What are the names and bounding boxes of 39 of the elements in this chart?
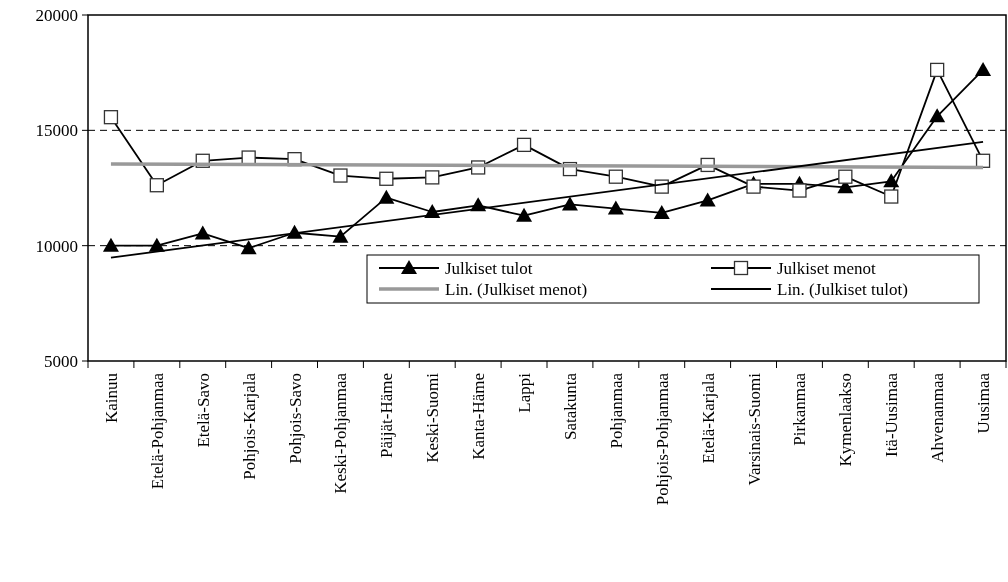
x-tick-label: Pohjois-Pohjanmaa [652, 372, 672, 506]
point [516, 207, 533, 222]
x-tick-label: Pirkanmaa [790, 372, 810, 446]
x-tick-label: Päijät-Häme [377, 373, 397, 458]
legend-label: Lin. (Julkiset tulot) [777, 279, 908, 299]
point [102, 237, 119, 252]
y-tick-label: 15000 [35, 121, 78, 141]
point [699, 192, 716, 207]
point [332, 228, 349, 243]
point [240, 240, 257, 255]
point [194, 225, 211, 240]
y-tick-label: 20000 [35, 5, 78, 25]
x-tick-label: Kainuu [101, 372, 121, 424]
y-tick-label: 5000 [44, 351, 78, 371]
point [607, 200, 624, 215]
x-tick-label: Lappi [515, 372, 535, 413]
x-tick-label: Keski-Pohjanmaa [331, 372, 351, 494]
point [378, 189, 395, 204]
x-tick-label: Satakunta [560, 372, 580, 441]
y-tick-label: 10000 [35, 236, 78, 256]
x-tick-label: Kanta-Häme [469, 373, 489, 460]
x-tick-label: Pohjois-Savo [285, 373, 305, 464]
x-tick-label: Itä-Uusimaa [882, 372, 902, 458]
x-tick-label: Etelä-Karjala [698, 372, 718, 464]
x-tick-label: Pohjanmaa [606, 372, 626, 449]
legend-label: Julkiset tulot [445, 258, 533, 278]
point [929, 108, 946, 123]
x-tick-label: Etelä-Pohjanmaa [147, 372, 167, 490]
x-tick-label: Uusimaa [974, 372, 994, 434]
x-tick-label: Varsinais-Suomi [744, 372, 764, 486]
x-tick-label: Ahvenanmaa [928, 372, 948, 463]
legend-label: Lin. (Julkiset menot) [445, 279, 588, 299]
point [653, 204, 670, 219]
point [561, 196, 578, 211]
x-tick-label: Etelä-Savo [193, 373, 213, 448]
x-tick-label: Kymenlaakso [836, 373, 856, 467]
x-tick-label: Pohjois-Karjala [239, 372, 259, 480]
x-tick-label: Keski-Suomi [423, 372, 443, 463]
legend-label: Julkiset menot [777, 258, 876, 278]
